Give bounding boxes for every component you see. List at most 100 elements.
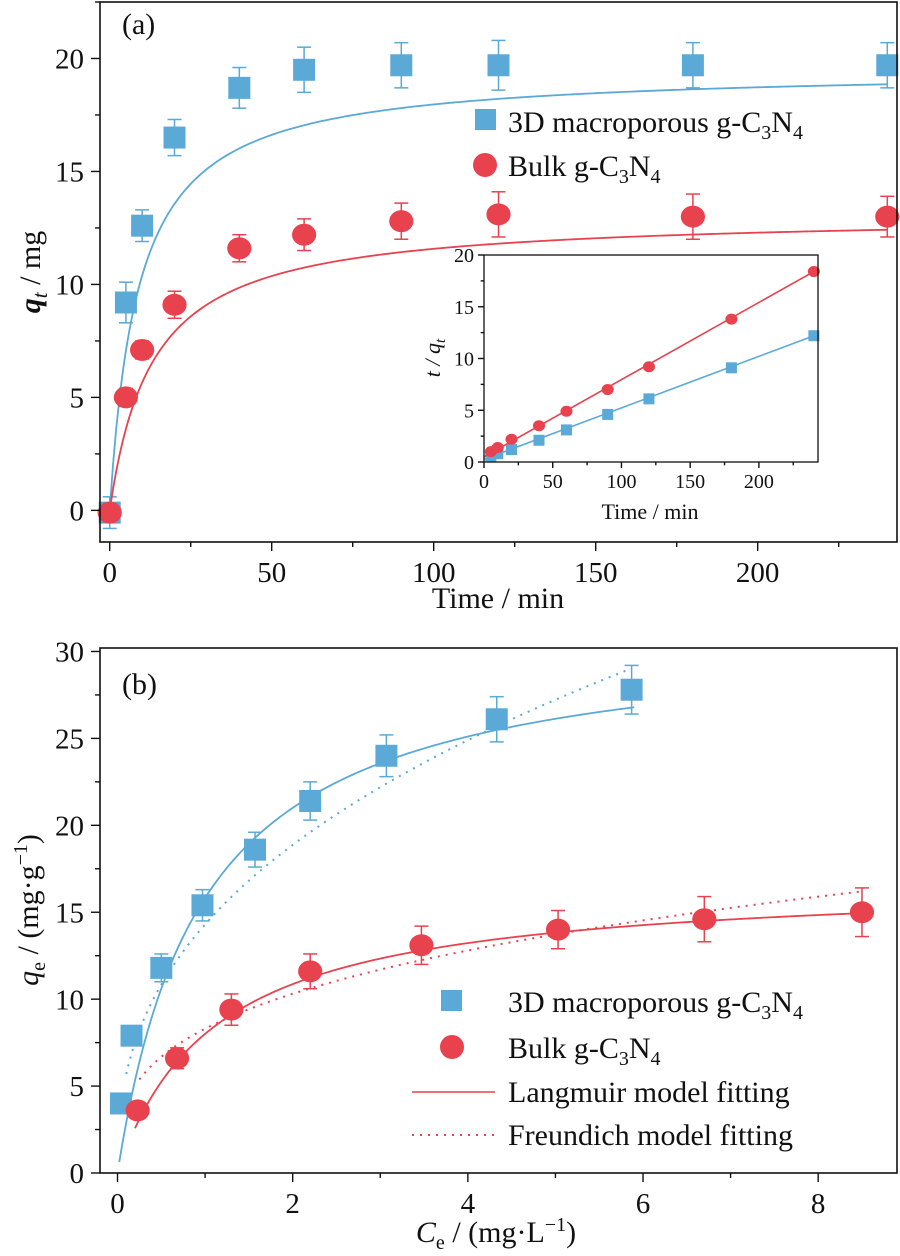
panel-b-frame	[99, 647, 898, 1174]
red-inset-point	[601, 384, 614, 396]
panel-a-y-tick-label: 20	[55, 44, 84, 76]
red-data-point	[875, 205, 900, 228]
panel-a-y-axis-label: qt / mg	[14, 231, 52, 314]
blue-data-point	[299, 789, 322, 812]
inset-plot-area	[483, 266, 820, 463]
panel-b-x-tick-label: 2	[285, 1188, 300, 1220]
panel-b-ticks: 0 2 4 6 8 0 5 10 15 20 25 30	[55, 637, 825, 1220]
blue-data-point	[120, 1024, 143, 1047]
panel-a-x-tick-label: 0	[102, 557, 117, 589]
inset-y-tick-label: 15	[454, 297, 474, 319]
inset-y-tick-label: 0	[464, 452, 474, 474]
legend-label-3d-macroporous: 3D macroporous g-C3N4	[508, 986, 803, 1024]
blue-inset-point	[602, 408, 614, 420]
panel-b-y-tick-label: 5	[70, 1071, 85, 1103]
inset-ticks: 0 50 100 150 200 0 5 10 15 20	[454, 245, 794, 493]
blue-data-point	[681, 54, 704, 77]
blue-inset-point	[808, 330, 820, 342]
panel-b-plot-area	[110, 664, 875, 1163]
legend-square-marker	[475, 109, 496, 130]
red-freundlich-curve	[138, 890, 863, 1081]
inset-x-tick-label: 200	[744, 471, 774, 493]
blue-data-point	[191, 894, 214, 917]
panel-a-x-tick-label: 100	[412, 557, 456, 589]
red-data-point	[409, 934, 434, 957]
red-inset-point	[560, 405, 573, 417]
red-data-point	[130, 338, 155, 361]
legend-square-marker	[441, 990, 462, 1011]
blue-inset-point	[492, 448, 504, 460]
panel-b-y-axis-label: qe / (mg·g−1)	[10, 834, 50, 986]
inset-background	[484, 255, 818, 462]
panel-a-y-tick-label: 15	[55, 157, 84, 189]
panel-a-y-tick-label: 0	[70, 496, 85, 528]
blue-data-point	[485, 708, 508, 731]
legend-label-langmuir: Langmuir model fitting	[508, 1076, 790, 1109]
inset-y-tick-label: 20	[454, 245, 474, 267]
blue-inset-point	[643, 393, 655, 405]
legend-label-bulk: Bulk g-C3N4	[508, 1032, 661, 1070]
panel-a-inset: 0 50 100 150 200 0 5 10 15 20 Time / min t / qt	[420, 245, 820, 524]
blue-data-point	[114, 291, 137, 314]
blue-inset-point	[533, 434, 545, 446]
panel-b-y-tick-label: 0	[70, 1158, 85, 1190]
panel-b-legend: 3D macroporous g-C3N4 Bulk g-C3N4 Langmu…	[412, 986, 803, 1152]
inset-y-axis-label: t / qt	[420, 338, 449, 377]
red-inset-point	[532, 420, 546, 432]
inset-x-tick-label: 150	[675, 471, 705, 493]
red-pso-fit-curve	[108, 228, 888, 511]
panel-a-y-tick-label: 10	[55, 270, 84, 302]
legend-label-bulk: Bulk g-C3N4	[508, 150, 661, 188]
panel-a-x-axis-label: Time / min	[432, 582, 564, 615]
blue-data-point	[620, 678, 643, 701]
inset-y-tick-label: 5	[464, 400, 474, 422]
red-data-point	[113, 386, 139, 409]
panel-b-y-tick-label: 15	[55, 897, 84, 929]
panel-a-label: (a)	[122, 8, 155, 41]
red-inset-point	[725, 313, 738, 325]
blue-data-point	[390, 54, 413, 77]
red-inset-point	[505, 433, 518, 445]
panel-b-y-tick-label: 25	[55, 724, 84, 756]
blue-data-point	[228, 76, 251, 99]
panel-b-y-tick-label: 10	[55, 984, 84, 1016]
red-data-point	[298, 960, 323, 983]
blue-data-point	[375, 744, 398, 767]
red-langmuir-curve	[134, 912, 863, 1129]
blue-data-point	[163, 126, 186, 149]
inset-x-tick-label: 100	[606, 471, 636, 493]
blue-data-point	[131, 214, 154, 237]
red-inset-point	[642, 361, 655, 373]
panel-a-plot-area	[97, 39, 900, 530]
panel-b: 0 2 4 6 8 0 5 10 15 20 25 30 (b) Ce / (mg·L−1) qe /…	[10, 637, 898, 1254]
inset-x-tick-label: 50	[543, 471, 563, 493]
red-data-point	[125, 1099, 150, 1122]
inset-y-tick-label: 10	[454, 349, 474, 371]
panel-b-y-tick-label: 20	[55, 810, 84, 842]
inset-x-axis-label: Time / min	[602, 499, 699, 524]
legend-circle-marker	[473, 153, 497, 177]
blue-pso-fit-curve	[108, 83, 888, 511]
blue-data-point	[150, 956, 173, 979]
blue-inset-point	[505, 444, 517, 456]
red-data-point	[389, 210, 414, 233]
panel-b-x-axis-label: Ce / (mg·L−1)	[416, 1214, 576, 1254]
panel-a-y-tick-label: 5	[70, 383, 85, 415]
red-data-point	[227, 237, 252, 260]
blue-data-point	[293, 58, 316, 81]
panel-b-y-tick-label: 30	[55, 637, 84, 669]
red-data-point	[545, 918, 571, 941]
inset-x-tick-label: 0	[479, 471, 489, 493]
panel-a-x-tick-label: 50	[257, 557, 286, 589]
red-data-point	[97, 501, 122, 524]
panel-a-x-tick-label: 200	[736, 557, 780, 589]
legend-circle-marker	[440, 1035, 464, 1059]
red-data-point	[164, 1047, 190, 1070]
panel-a-x-tick-label: 150	[574, 557, 618, 589]
legend-label-3d-macroporous: 3D macroporous g-C3N4	[508, 106, 803, 144]
blue-data-point	[487, 54, 510, 77]
panel-b-x-tick-label: 6	[636, 1188, 651, 1220]
